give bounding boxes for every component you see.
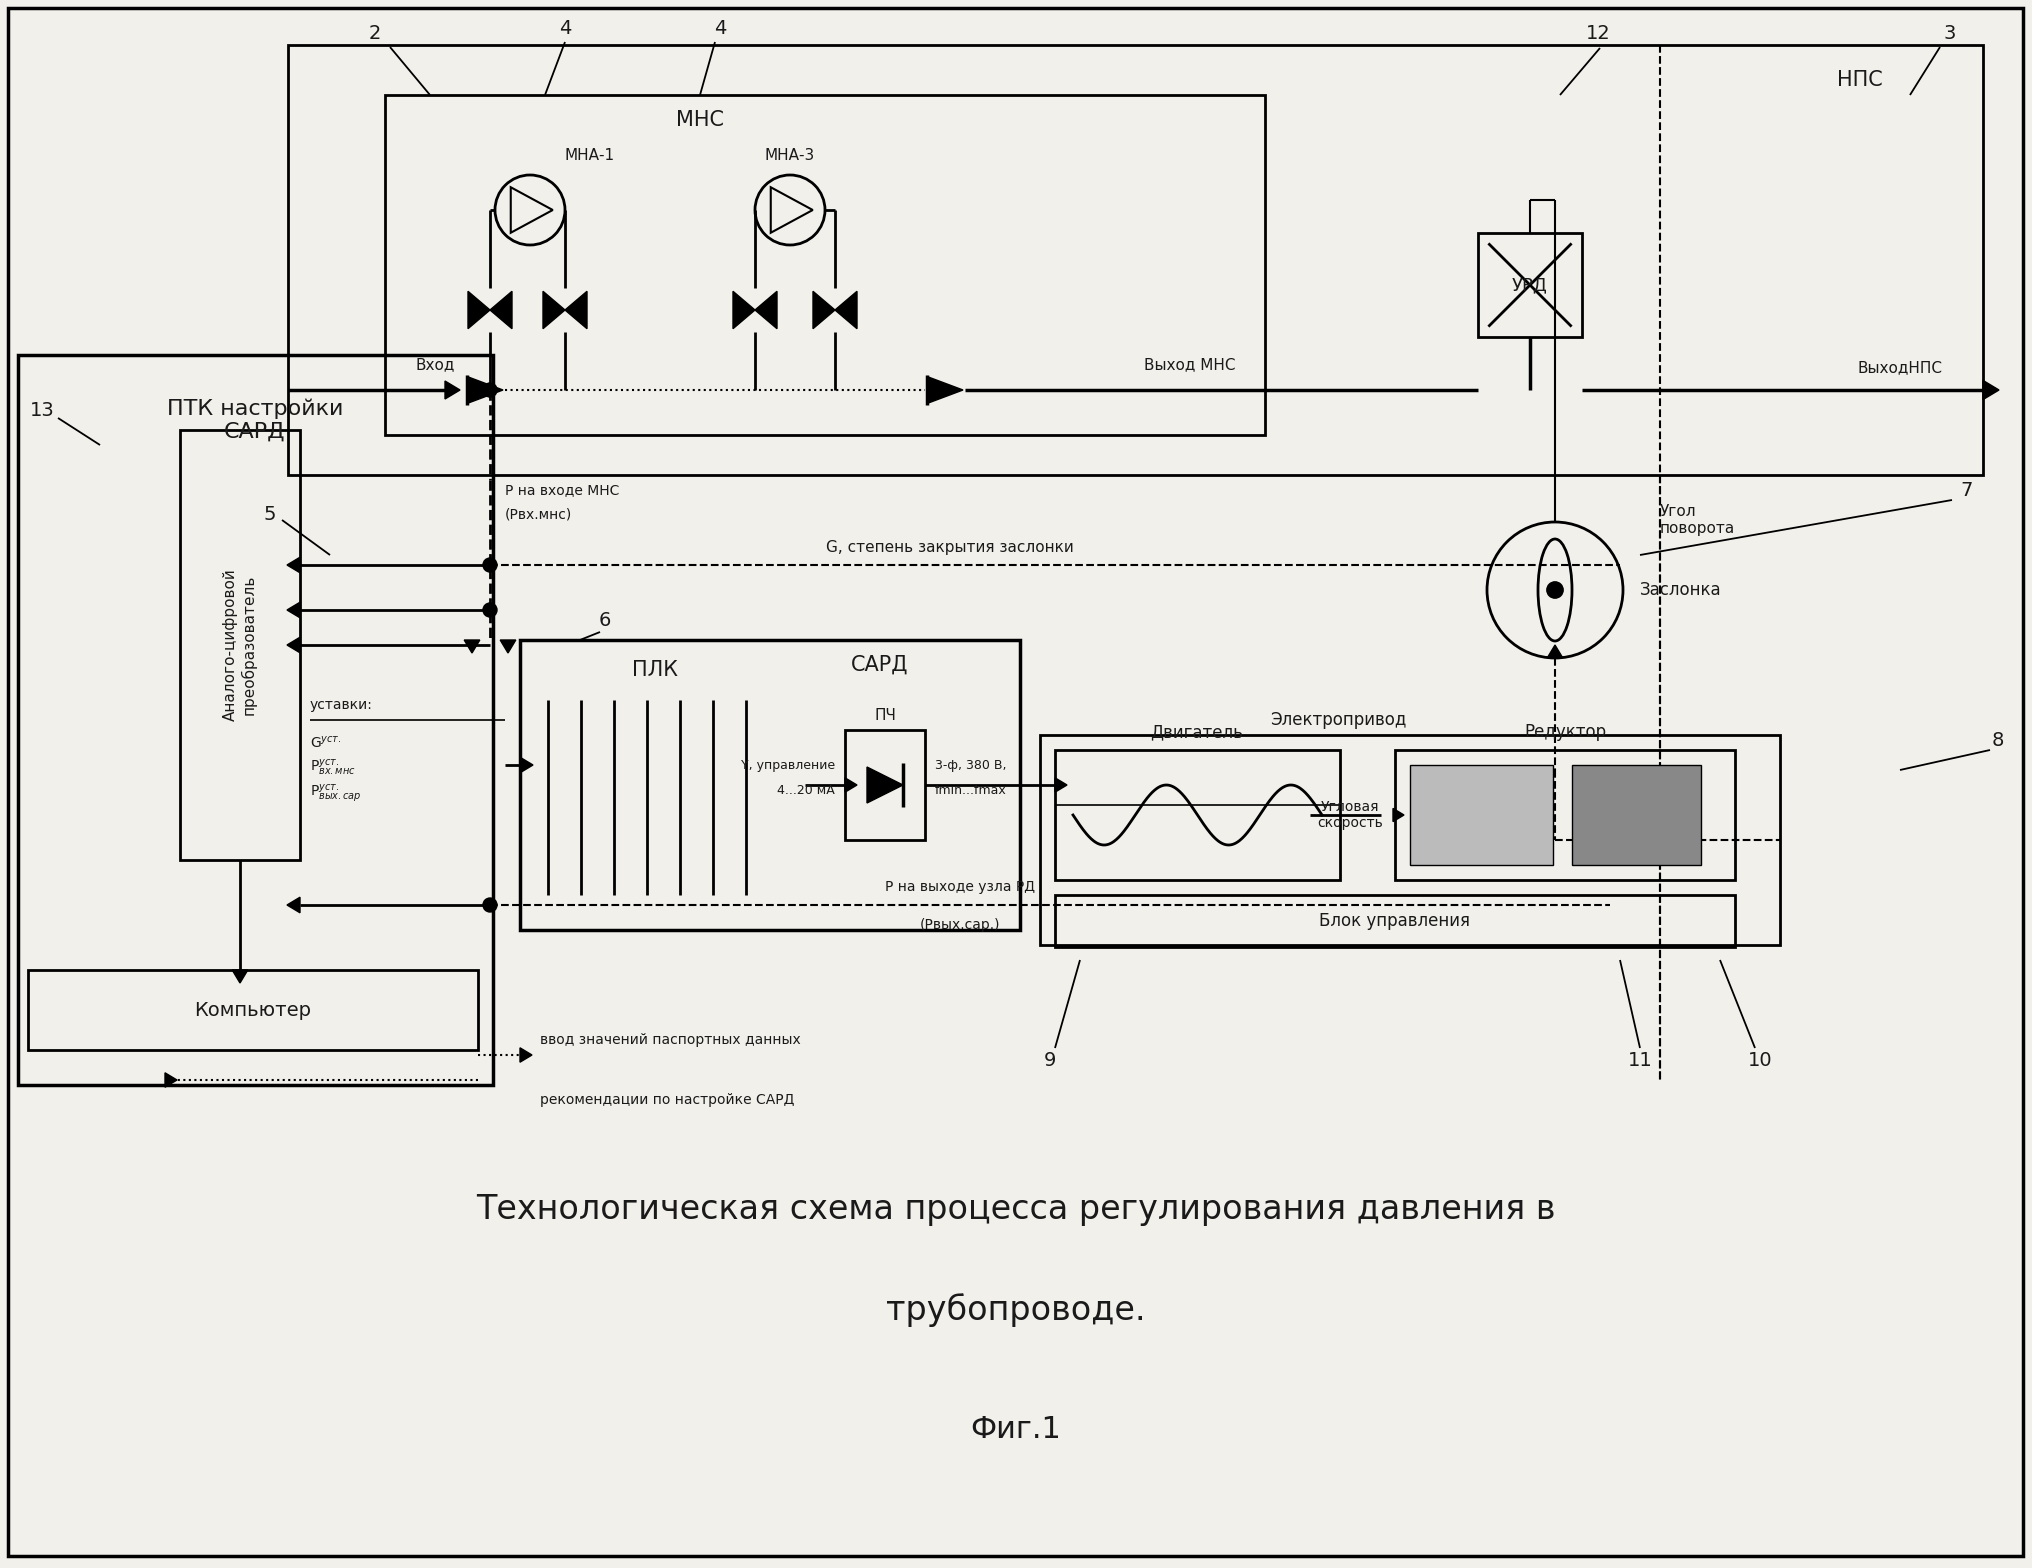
Text: P$_{вх.мнс}^{уст.}$: P$_{вх.мнс}^{уст.}$ [309,757,356,778]
Text: МНС: МНС [677,110,723,130]
Polygon shape [467,376,502,403]
Bar [28,971,478,1051]
Polygon shape [835,292,858,329]
Bar [1055,750,1339,880]
Bar [289,45,1981,475]
Text: 5: 5 [264,505,276,525]
Text: Фиг.1: Фиг.1 [969,1416,1061,1444]
Bar [1394,750,1733,880]
Polygon shape [463,640,480,652]
Text: fmin...fmax: fmin...fmax [935,784,1006,797]
Text: МНА-1: МНА-1 [565,147,616,163]
Polygon shape [287,897,301,913]
Text: 4: 4 [713,19,725,38]
Text: 10: 10 [1748,1051,1772,1069]
Text: 12: 12 [1585,24,1609,42]
Polygon shape [520,757,532,773]
Text: 3: 3 [1943,24,1955,42]
Polygon shape [845,778,858,792]
Text: Р на входе МНС: Р на входе МНС [504,483,620,497]
Text: Редуктор: Редуктор [1524,723,1605,742]
Text: Y, управление: Y, управление [740,759,835,771]
Polygon shape [232,971,248,983]
Text: ПЧ: ПЧ [874,707,896,723]
Polygon shape [1055,778,1067,792]
Text: Двигатель: Двигатель [1150,723,1244,742]
Text: 4: 4 [559,19,571,38]
Text: трубопроводе.: трубопроводе. [886,1294,1146,1327]
Bar [1571,765,1701,866]
Polygon shape [520,1047,532,1062]
Text: 11: 11 [1628,1051,1652,1069]
Polygon shape [1392,809,1404,822]
Text: (Рвых.сар.): (Рвых.сар.) [918,917,1000,931]
Bar [1055,895,1733,947]
Text: Р на выходе узла РД: Р на выходе узла РД [884,880,1034,894]
Text: Компьютер: Компьютер [195,1000,311,1019]
Text: G$^{уст.}$: G$^{уст.}$ [309,735,341,751]
Circle shape [1546,582,1563,597]
Text: Аналого-цифровой
преобразователь: Аналого-цифровой преобразователь [224,569,256,721]
Text: 8: 8 [1991,731,2004,750]
Bar [845,731,925,840]
Polygon shape [445,381,459,398]
Text: Вход: Вход [415,358,455,373]
Polygon shape [866,767,902,803]
Text: 3-ф, 380 В,: 3-ф, 380 В, [935,759,1006,771]
Text: 9: 9 [1042,1051,1057,1069]
Text: 7: 7 [1959,480,1973,500]
Polygon shape [1981,381,1997,400]
Bar [181,430,301,859]
Text: 6: 6 [599,610,612,629]
Bar [1477,234,1581,337]
Circle shape [484,604,496,616]
Bar [18,354,492,1085]
Text: ввод значений паспортных данных: ввод значений паспортных данных [541,1033,801,1047]
Text: 13: 13 [30,400,55,420]
Polygon shape [490,292,512,329]
Text: Блок управления: Блок управления [1319,913,1469,930]
Text: ПЛК: ПЛК [632,660,677,681]
Text: 4...20 мА: 4...20 мА [776,784,835,797]
Polygon shape [754,292,776,329]
Text: 2: 2 [368,24,382,42]
Polygon shape [543,292,565,329]
Polygon shape [287,602,301,618]
Text: G, степень закрытия заслонки: G, степень закрытия заслонки [825,539,1073,555]
Polygon shape [287,557,301,572]
Circle shape [484,383,496,397]
Text: рекомендации по настройке САРД: рекомендации по настройке САРД [541,1093,795,1107]
Text: Выход МНС: Выход МНС [1144,358,1235,373]
Circle shape [484,558,496,572]
Text: Заслонка: Заслонка [1640,582,1721,599]
Text: Технологическая схема процесса регулирования давления в: Технологическая схема процесса регулиров… [475,1193,1554,1226]
Bar [384,96,1264,434]
Text: УРД: УРД [1512,276,1546,295]
Bar [1410,765,1552,866]
Polygon shape [500,640,516,652]
Polygon shape [813,292,835,329]
Polygon shape [467,292,490,329]
Bar [520,640,1020,930]
Text: P$_{вых.сар}^{уст.}$: P$_{вых.сар}^{уст.}$ [309,782,362,804]
Text: САРД: САРД [851,655,908,674]
Polygon shape [287,637,301,652]
Polygon shape [927,376,963,403]
Polygon shape [1546,644,1563,659]
Bar [1040,735,1780,946]
Circle shape [484,898,496,913]
Text: уставки:: уставки: [309,698,372,712]
Text: ПТК настройки
САРД: ПТК настройки САРД [167,398,343,442]
Text: НПС: НПС [1837,71,1882,89]
Text: Угол
поворота: Угол поворота [1660,503,1735,536]
Text: ВыходНПС: ВыходНПС [1857,361,1941,375]
Polygon shape [565,292,587,329]
Text: Электропривод: Электропривод [1270,710,1406,729]
Text: Угловая
скорость: Угловая скорость [1317,800,1382,829]
Text: МНА-3: МНА-3 [764,147,815,163]
Polygon shape [734,292,754,329]
Text: (Рвх.мнс): (Рвх.мнс) [504,508,571,522]
Polygon shape [165,1073,177,1087]
